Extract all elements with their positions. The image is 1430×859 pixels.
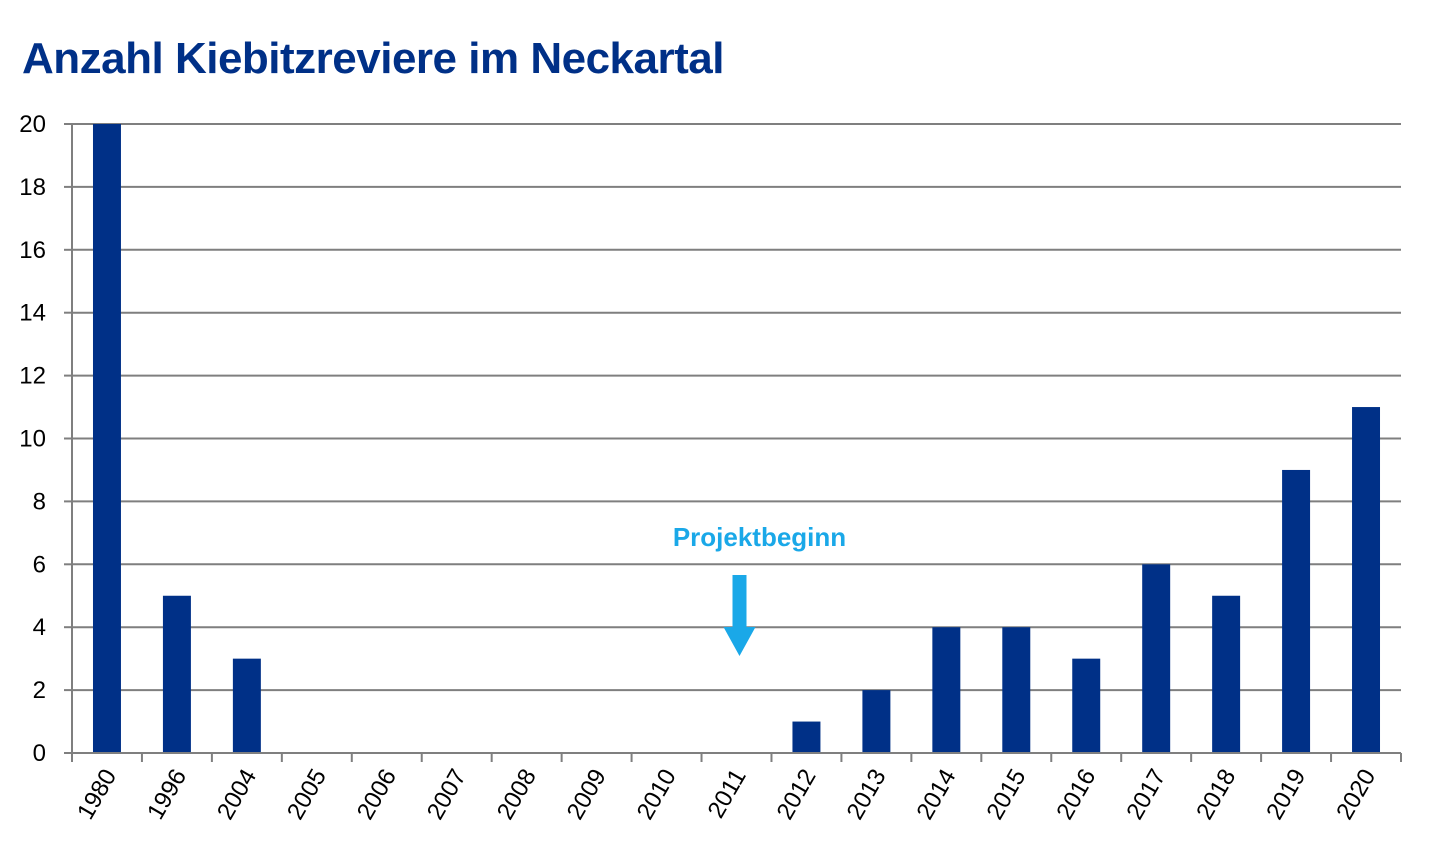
- y-tick-label: 16: [19, 237, 46, 264]
- annotation-label: Projektbeginn: [673, 522, 846, 552]
- x-tick-label: 2019: [1261, 765, 1311, 825]
- bar-2012: [792, 721, 821, 753]
- bar-2014: [932, 627, 961, 753]
- bar-2018: [1212, 595, 1241, 753]
- x-tick-label: 2018: [1191, 765, 1241, 825]
- bar-2017: [1142, 564, 1171, 753]
- axes: [71, 124, 1401, 754]
- bar-2015: [1002, 627, 1031, 753]
- x-tick-label: 2009: [562, 765, 612, 825]
- x-tick-label: 2010: [632, 765, 682, 825]
- y-tick-label: 8: [33, 488, 46, 515]
- bar-2016: [1072, 658, 1101, 753]
- gridlines: [72, 123, 1401, 754]
- x-tick-label: 2014: [911, 765, 961, 825]
- x-tick-label: 2008: [492, 765, 542, 825]
- y-tick-label: 20: [19, 111, 46, 138]
- chart-title: Anzahl Kiebitzreviere im Neckartal: [22, 34, 724, 83]
- bar-2019: [1282, 469, 1311, 753]
- y-axis-ticks: 0 2 4 6 8 10 12 14 16 18 20: [19, 111, 72, 767]
- bars: [92, 124, 1381, 753]
- y-tick-label: 14: [19, 300, 46, 327]
- y-tick-label: 0: [33, 740, 46, 767]
- annotation: Projektbeginn: [673, 522, 846, 656]
- bar-2020: [1352, 407, 1381, 753]
- x-tick-label: 2020: [1331, 765, 1381, 825]
- x-tick-label: 2017: [1121, 765, 1171, 825]
- arrow-down-icon: [723, 575, 756, 656]
- x-tick-label: 2011: [703, 765, 752, 823]
- x-tick-label: 2005: [282, 765, 332, 825]
- bar-2013: [862, 690, 891, 753]
- x-axis-ticks: 1980 1996 2004 2005 2006 2007 2008 2009 2010 2011…: [71, 753, 1402, 825]
- y-tick-label: 4: [33, 614, 46, 641]
- y-tick-label: 2: [33, 677, 46, 704]
- bar-1980: [92, 124, 121, 753]
- bar-2004: [232, 658, 261, 753]
- x-tick-label: 1980: [72, 765, 122, 825]
- x-tick-label: 2015: [981, 765, 1031, 825]
- x-tick-label: 1996: [142, 765, 192, 825]
- x-tick-label: 2016: [1051, 765, 1101, 825]
- y-tick-label: 12: [19, 363, 46, 390]
- x-tick-label: 2013: [842, 765, 892, 825]
- x-tick-label: 2012: [772, 765, 822, 825]
- x-tick-label: 2006: [352, 765, 402, 825]
- x-tick-label: 2007: [422, 765, 472, 825]
- bar-1996: [162, 595, 191, 753]
- y-tick-label: 6: [33, 551, 46, 578]
- y-tick-label: 10: [19, 426, 46, 453]
- y-tick-label: 18: [19, 174, 46, 201]
- x-tick-label: 2004: [212, 765, 262, 825]
